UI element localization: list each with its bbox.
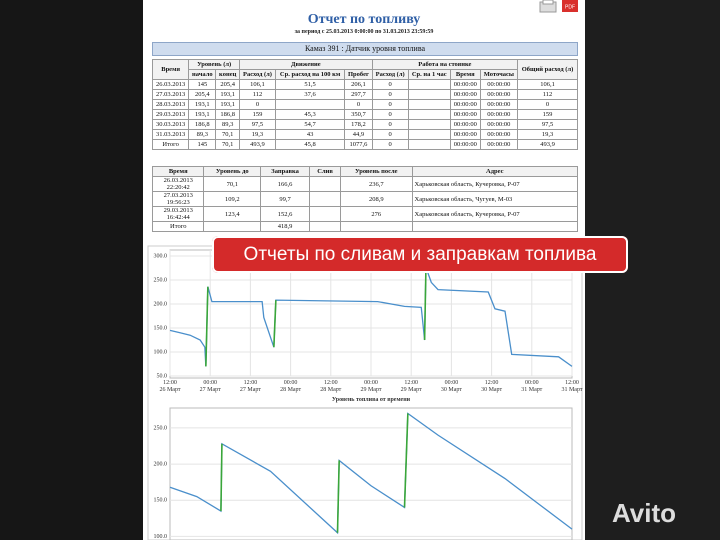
y-tick-label: 250.0	[154, 277, 168, 283]
refuel-segment	[423, 267, 427, 341]
y-tick-label: 150.0	[154, 498, 168, 504]
table-cell: 00:00:00	[479, 139, 519, 150]
table-cell	[407, 139, 451, 150]
x-tick-day: 29 Март	[401, 387, 422, 393]
table-row: 30.03.2013 186,8 89,3 97,5 54,7 178,2 0 00:00:0…	[151, 119, 578, 130]
x-tick-day: 28 Март	[280, 387, 301, 393]
x-tick-day: 29 Март	[360, 387, 381, 393]
table-cell: 418,9	[260, 221, 311, 232]
refuel-segment	[273, 300, 277, 348]
table-cell: 145	[188, 139, 217, 150]
x-tick-label: 00:00	[203, 380, 217, 386]
print-icon-paper	[542, 0, 554, 5]
refuel-segment	[336, 460, 340, 533]
summary-table: Время Уровень (л) Движение Работа на стоянк…	[151, 59, 578, 150]
y-tick-label: 100.0	[154, 534, 168, 540]
y-tick-label: 250.0	[154, 425, 168, 431]
x-tick-label: 00:00	[364, 380, 378, 386]
refuel-segment	[403, 413, 409, 508]
y-tick-label: 150.0	[154, 325, 168, 331]
column-header: Ср. на 1 час	[407, 69, 451, 80]
x-tick-label: 12:00	[485, 380, 499, 386]
table-cell: 27.03.2013 19:56:23	[151, 191, 205, 207]
table-row: 26.03.2013 145 205,4 106,1 51,5 206,1 0 00:00:0…	[151, 79, 578, 90]
x-tick-label: 12:00	[163, 380, 177, 386]
column-header: Время	[151, 59, 190, 80]
table-cell	[340, 221, 413, 232]
x-tick-label: 12:00	[565, 380, 579, 386]
refuel-segment	[220, 443, 223, 512]
toolbar-icons: PDF	[539, 0, 578, 13]
report-document: Отчет по топливу за период с 25.03.2013 …	[143, 0, 585, 540]
x-tick-day: 27 Март	[240, 387, 261, 393]
watermark: Avito	[612, 498, 677, 528]
y-tick-label: 100.0	[154, 349, 168, 355]
x-tick-day: 30 Март	[441, 387, 462, 393]
report-title: Отчет по топливу	[307, 12, 421, 27]
column-header: Общий расход (л)	[517, 59, 578, 80]
table-cell	[411, 221, 578, 232]
x-axis-title: Уровень топлива от времени	[332, 397, 411, 403]
y-tick-label: 300.0	[154, 253, 168, 259]
table-row: 29.03.2013 193,1 186,8 159 45,3 350,7 0 00:00:0…	[151, 109, 578, 120]
fills-table: Время Уровень до Заправка Слив Уровень после…	[151, 166, 578, 232]
pdf-label: PDF	[565, 4, 575, 10]
table-row: 26.03.2013 22:20:42 70,1 166,6 236,7 Харьков…	[151, 176, 578, 192]
y-tick-label: 200.0	[154, 301, 168, 307]
vehicle-header: Камаз 391 : Датчик уровня топлива	[152, 42, 578, 56]
report-period: за период с 25.03.2013 0:00:00 по 31.03.…	[294, 29, 434, 35]
x-tick-label: 12:00	[404, 380, 418, 386]
table-cell: 1077,6	[344, 139, 373, 150]
x-tick-label: 00:00	[284, 380, 298, 386]
table-cell: Итого	[151, 139, 190, 150]
x-tick-day: 31 Март	[521, 387, 542, 393]
y-tick-label: 200.0	[154, 461, 168, 467]
promo-banner: Отчеты по сливам и заправкам топлива	[212, 236, 628, 273]
header-row: Время Уровень (л) Движение Работа на стоянк…	[151, 59, 578, 80]
table-row: Итого 418,9	[151, 221, 578, 232]
fuel-level-line	[169, 267, 573, 367]
x-tick-label: 12:00	[244, 380, 258, 386]
y-tick-label: 50.0	[157, 373, 168, 379]
refuel-segment	[205, 286, 209, 367]
table-cell: Итого	[151, 221, 205, 232]
header-row: начало конец Расход (л) Ср. расход на 100 к…	[153, 69, 578, 80]
x-tick-day: 27 Март	[200, 387, 221, 393]
pdf-icon[interactable]	[562, 0, 578, 12]
x-tick-day: 28 Март	[320, 387, 341, 393]
x-tick-day: 26 Март	[159, 387, 180, 393]
plot-area	[169, 407, 573, 540]
x-tick-label: 12:00	[324, 380, 338, 386]
table-row: Итого 145 70,1 493,9 45,8 1077,6 0 00:00:00 00:0…	[151, 139, 578, 150]
x-tick-day: 30 Март	[481, 387, 502, 393]
table-cell: 493,9	[517, 139, 578, 150]
x-tick-label: 00:00	[525, 380, 539, 386]
x-tick-day: 31 Март	[561, 387, 582, 393]
x-tick-label: 00:00	[445, 380, 459, 386]
